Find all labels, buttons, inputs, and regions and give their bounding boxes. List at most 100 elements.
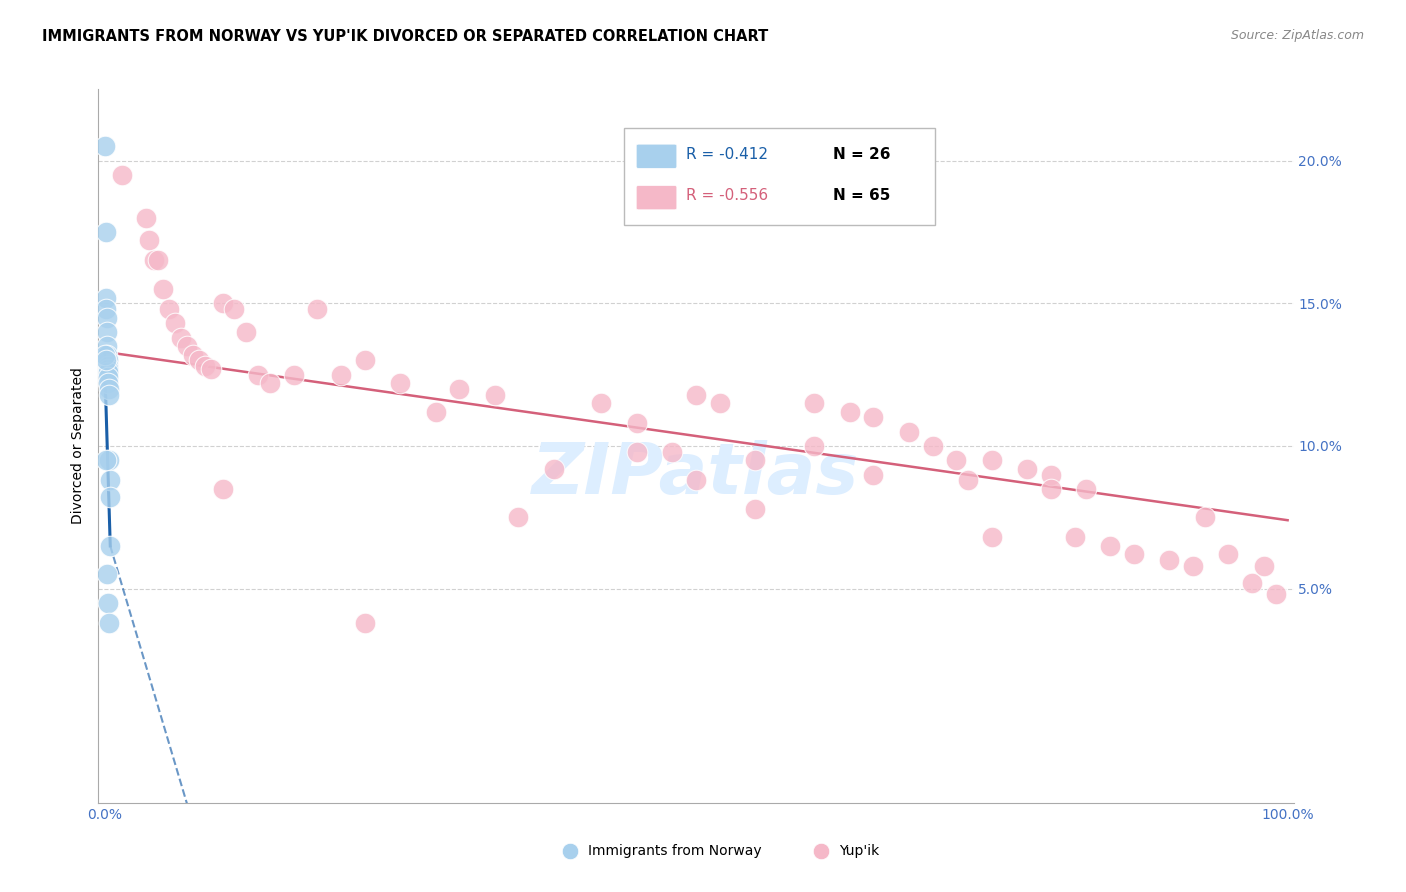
Point xyxy=(200,362,222,376)
Point xyxy=(685,387,707,401)
Point xyxy=(353,615,375,630)
Point xyxy=(111,168,134,182)
Point xyxy=(211,296,233,310)
Point xyxy=(1039,482,1062,496)
Point xyxy=(1039,467,1062,482)
Text: R = -0.556: R = -0.556 xyxy=(686,188,769,203)
Point xyxy=(165,316,187,330)
Point xyxy=(97,359,120,373)
FancyBboxPatch shape xyxy=(637,186,676,210)
Point xyxy=(1241,576,1264,591)
Point xyxy=(945,453,967,467)
Point xyxy=(543,462,565,476)
Point xyxy=(146,253,169,268)
Point xyxy=(389,376,412,391)
Point xyxy=(94,353,117,368)
Point xyxy=(1253,558,1275,573)
Point xyxy=(94,225,117,239)
Point xyxy=(897,425,920,439)
Point xyxy=(96,325,118,339)
Point xyxy=(1076,482,1098,496)
Point xyxy=(838,405,860,419)
Point xyxy=(157,301,180,316)
Point xyxy=(94,348,117,362)
FancyBboxPatch shape xyxy=(624,128,935,225)
Point xyxy=(259,376,281,391)
Point xyxy=(685,473,707,487)
Point xyxy=(135,211,157,225)
Point xyxy=(744,501,766,516)
Point xyxy=(862,410,884,425)
Point xyxy=(1099,539,1122,553)
Point xyxy=(97,376,120,391)
Point xyxy=(980,530,1002,544)
Point xyxy=(803,439,825,453)
Point xyxy=(1122,548,1144,562)
Point xyxy=(96,567,118,582)
Point xyxy=(181,348,204,362)
Point xyxy=(449,382,471,396)
Point xyxy=(1218,548,1240,562)
Point xyxy=(97,365,120,379)
Point xyxy=(1194,510,1216,524)
Point xyxy=(98,382,121,396)
Point xyxy=(97,596,120,610)
Point xyxy=(862,467,884,482)
Point xyxy=(353,353,375,368)
Point xyxy=(97,362,120,376)
Point xyxy=(247,368,270,382)
Point xyxy=(224,301,246,316)
Point xyxy=(1264,587,1286,601)
Point xyxy=(330,368,353,382)
Point xyxy=(803,396,825,410)
Point xyxy=(94,139,117,153)
Text: IMMIGRANTS FROM NORWAY VS YUP'IK DIVORCED OR SEPARATED CORRELATION CHART: IMMIGRANTS FROM NORWAY VS YUP'IK DIVORCE… xyxy=(42,29,769,44)
Point xyxy=(98,387,121,401)
Point xyxy=(921,439,943,453)
Y-axis label: Divorced or Separated: Divorced or Separated xyxy=(72,368,86,524)
Point xyxy=(97,353,120,368)
Point xyxy=(1017,462,1039,476)
Point xyxy=(591,396,613,410)
Point xyxy=(508,510,530,524)
Point xyxy=(484,387,506,401)
Point xyxy=(307,301,329,316)
Text: N = 26: N = 26 xyxy=(834,146,891,161)
Point xyxy=(211,482,233,496)
Point xyxy=(1181,558,1204,573)
Point xyxy=(94,453,117,467)
Point xyxy=(96,348,118,362)
Text: N = 65: N = 65 xyxy=(834,188,891,203)
Point xyxy=(425,405,447,419)
Point xyxy=(152,282,174,296)
Point xyxy=(98,539,121,553)
Point xyxy=(94,291,117,305)
Point xyxy=(283,368,305,382)
Point xyxy=(143,253,166,268)
Point xyxy=(661,444,683,458)
Point xyxy=(98,491,121,505)
Point xyxy=(97,370,120,384)
Text: Immigrants from Norway: Immigrants from Norway xyxy=(589,845,762,858)
Point xyxy=(188,353,211,368)
Point xyxy=(176,339,198,353)
Point xyxy=(957,473,980,487)
Point xyxy=(194,359,217,373)
Point xyxy=(1063,530,1085,544)
Text: Yup'ik: Yup'ik xyxy=(839,845,880,858)
Point xyxy=(170,330,193,344)
Point xyxy=(138,234,160,248)
Point xyxy=(98,615,121,630)
Point xyxy=(709,396,731,410)
Point xyxy=(96,310,118,325)
Point xyxy=(744,453,766,467)
Text: R = -0.412: R = -0.412 xyxy=(686,146,769,161)
Point xyxy=(94,301,117,316)
Point xyxy=(1159,553,1181,567)
Text: Source: ZipAtlas.com: Source: ZipAtlas.com xyxy=(1230,29,1364,42)
Point xyxy=(98,453,121,467)
Point xyxy=(626,444,648,458)
Point xyxy=(235,325,257,339)
Point xyxy=(96,339,118,353)
Point xyxy=(98,473,121,487)
